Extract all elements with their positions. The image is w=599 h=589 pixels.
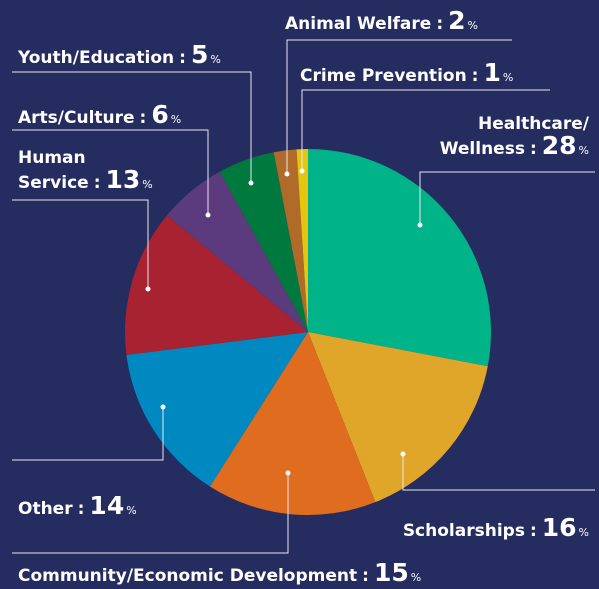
label-separator: :	[436, 14, 444, 34]
category-name: Healthcare/ Wellness	[439, 114, 589, 159]
value-label: 6	[151, 100, 169, 129]
leader-dot	[417, 222, 423, 228]
leader-dot	[145, 286, 151, 292]
category-name: Community/Economic Development	[18, 566, 358, 586]
category-name: Other	[18, 499, 73, 519]
leader-line	[419, 171, 595, 225]
category-name: Youth/Education	[18, 48, 175, 68]
value-unit: %	[467, 19, 478, 32]
label-separator: :	[362, 566, 369, 586]
value-label: 13	[105, 165, 141, 194]
value-label: 14	[89, 491, 125, 520]
value-label: 16	[541, 513, 577, 542]
leader-line	[12, 473, 289, 554]
pie-slice	[209, 332, 376, 516]
label-separator: :	[529, 521, 537, 541]
category-name: Scholarships	[402, 521, 525, 541]
leader-line	[12, 407, 164, 461]
slice-label: Crime Prevention:1%	[300, 60, 514, 89]
pie-slice	[308, 332, 488, 503]
pie-slice	[308, 149, 492, 367]
category-name: Human Service	[18, 148, 89, 193]
value-unit: %	[578, 144, 589, 157]
label-separator: :	[471, 66, 479, 86]
category-name: Crime Prevention	[300, 66, 467, 86]
slice-label: Healthcare/ Wellness:28%	[440, 113, 589, 162]
slice-label: Community/Economic Development:15%	[18, 560, 422, 589]
pie-slice	[126, 332, 308, 487]
value-label: 28	[541, 131, 577, 160]
pie-slice	[273, 149, 308, 332]
slice-label: Animal Welfare:2%	[285, 8, 478, 37]
value-unit: %	[170, 113, 182, 126]
slice-label: Other:14%	[18, 493, 137, 522]
leader-dot	[205, 212, 211, 218]
label-separator: :	[77, 499, 85, 519]
label-separator: :	[139, 108, 147, 128]
pie-slice	[166, 171, 308, 332]
value-unit: %	[210, 53, 221, 66]
pie-slice	[125, 215, 308, 355]
value-unit: %	[126, 504, 137, 517]
leader-line	[12, 129, 209, 215]
leader-line	[286, 39, 512, 174]
slice-label: Arts/Culture:6%	[18, 102, 182, 131]
value-unit: %	[502, 71, 514, 84]
leader-dot	[285, 470, 291, 476]
slice-label: Scholarships:16%	[402, 515, 589, 544]
slice-label: Youth/Education:5%	[18, 42, 221, 71]
value-label: 15	[373, 558, 409, 587]
leader-line	[12, 199, 149, 289]
label-separator: :	[93, 173, 101, 193]
leader-line	[402, 454, 595, 491]
value-label: 1	[483, 58, 501, 87]
leader-dot	[299, 168, 305, 174]
category-name: Animal Welfare	[285, 14, 432, 34]
label-separator: :	[179, 48, 186, 68]
leader-line	[12, 71, 252, 183]
leader-dot	[284, 171, 290, 177]
category-name: Arts/Culture	[18, 108, 135, 128]
value-label: 5	[190, 40, 209, 69]
leader-dot	[400, 451, 406, 457]
pie-slice	[296, 149, 308, 332]
slice-label: Human Service:13%	[18, 147, 153, 196]
value-unit: %	[578, 526, 589, 539]
leader-line	[301, 89, 550, 171]
value-unit: %	[142, 178, 153, 191]
pie-slice	[219, 152, 308, 332]
leader-dot	[160, 404, 166, 410]
label-separator: :	[529, 139, 537, 159]
value-label: 2	[448, 6, 466, 35]
leader-dot	[248, 180, 254, 186]
value-unit: %	[410, 571, 422, 584]
